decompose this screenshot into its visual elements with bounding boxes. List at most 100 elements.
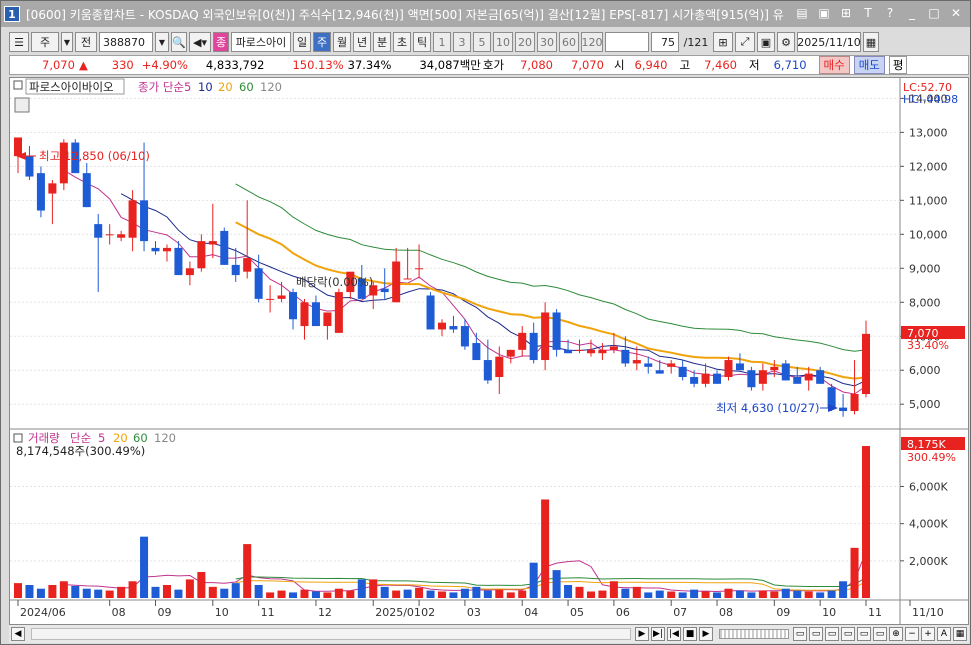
- count-total: /121: [683, 35, 709, 49]
- vol-label: 거래량: [28, 431, 60, 445]
- volume-bar: [140, 536, 149, 598]
- volume-bar: [713, 592, 722, 598]
- code-input[interactable]: 388870: [99, 32, 153, 52]
- view-icon-4[interactable]: ▭: [841, 627, 855, 641]
- view-icon-1[interactable]: ▭: [793, 627, 807, 641]
- buy-button[interactable]: 매수: [818, 56, 850, 74]
- hoga-label: 호가: [482, 58, 505, 72]
- period-day[interactable]: 일: [293, 32, 311, 52]
- panel-handle-icon[interactable]: [13, 80, 23, 90]
- interval-60[interactable]: 60: [559, 32, 579, 52]
- play-end-icon[interactable]: ▶|: [651, 627, 665, 641]
- zoom-slider[interactable]: [719, 629, 789, 639]
- table-icon[interactable]: [14, 97, 30, 113]
- vol-panel-handle-icon[interactable]: [13, 433, 23, 443]
- list-icon[interactable]: ☰: [9, 32, 29, 52]
- interval-5[interactable]: 5: [473, 32, 491, 52]
- chevron-down-icon[interactable]: ▼: [61, 32, 73, 52]
- interval-120[interactable]: 120: [581, 32, 603, 52]
- volume-bar: [598, 590, 607, 598]
- layout-icon[interactable]: ▤: [796, 6, 808, 20]
- candle-body: [644, 363, 653, 367]
- candle-body: [105, 234, 114, 236]
- volume-bar: [460, 588, 469, 598]
- stock-name-field[interactable]: 파로스아이: [231, 32, 291, 52]
- volume-bar: [770, 591, 779, 598]
- dividend-annotation: 배당락(0.00%): [296, 275, 373, 289]
- text-tool-icon[interactable]: A: [937, 627, 951, 641]
- high-annotation: 최고 12,850 (06/10): [39, 149, 150, 163]
- plus-icon[interactable]: +: [921, 627, 935, 641]
- mode-select[interactable]: 주: [31, 32, 59, 52]
- first-icon[interactable]: |◀: [667, 627, 681, 641]
- candle-body: [667, 363, 676, 367]
- period-tick[interactable]: 틱: [413, 32, 431, 52]
- search-icon[interactable]: 🔍: [171, 32, 187, 52]
- date-tick-label: 2024/06: [20, 606, 66, 619]
- volume-bar: [185, 579, 194, 598]
- period-minute[interactable]: 분: [373, 32, 391, 52]
- tools-icon[interactable]: ⊞: [713, 32, 733, 52]
- zoom-in-icon[interactable]: ⊕: [889, 627, 903, 641]
- zoom-out-icon[interactable]: −: [905, 627, 919, 641]
- candle-body: [781, 363, 790, 381]
- volume-bar: [48, 584, 57, 598]
- vol-tick-label: 2,000K: [909, 555, 948, 568]
- calendar-icon[interactable]: ▦: [863, 32, 879, 52]
- interval-1[interactable]: 1: [433, 32, 451, 52]
- scroll-left-icon[interactable]: ◀: [11, 627, 25, 641]
- volume-bar: [575, 586, 584, 598]
- scroll-right-icon[interactable]: ▶: [635, 627, 649, 641]
- interval-10[interactable]: 10: [493, 32, 513, 52]
- date-input[interactable]: 2025/11/10: [797, 32, 861, 52]
- interval-20[interactable]: 20: [515, 32, 535, 52]
- chart-settings-icon[interactable]: ▦: [953, 627, 967, 641]
- sell-button[interactable]: 매도: [853, 56, 885, 74]
- period-year[interactable]: 년: [353, 32, 371, 52]
- interval-30[interactable]: 30: [537, 32, 557, 52]
- avg-button[interactable]: 평: [888, 56, 908, 74]
- font-icon[interactable]: T: [864, 6, 872, 20]
- save-icon[interactable]: ▣: [757, 32, 775, 52]
- count-input[interactable]: 75: [651, 32, 679, 52]
- help-icon[interactable]: ?: [886, 6, 894, 20]
- volume-bar: [71, 585, 80, 598]
- candle-body: [380, 288, 389, 293]
- close-button[interactable]: ✕: [950, 6, 962, 20]
- chart-svg[interactable]: 14,000 13,000 12,000 11,000 10,000 9,000 8,000…: [10, 78, 968, 624]
- candle-body: [839, 407, 848, 412]
- stop-icon[interactable]: ■: [683, 627, 697, 641]
- view-icon-3[interactable]: ▭: [825, 627, 839, 641]
- period-second[interactable]: 초: [393, 32, 411, 52]
- volume-bar: [231, 583, 240, 598]
- custom-interval-input[interactable]: [605, 32, 649, 52]
- volume-bar: [621, 588, 630, 598]
- view-icon-6[interactable]: ▭: [873, 627, 887, 641]
- sound-icon[interactable]: ◀▾: [189, 32, 211, 52]
- ma-period-60: 60: [239, 80, 254, 94]
- gear-icon[interactable]: ⚙: [777, 32, 795, 52]
- link-icon[interactable]: ▣: [818, 6, 830, 20]
- volume-ratio: 150.13%: [292, 58, 344, 72]
- ma-period-20: 20: [218, 80, 233, 94]
- prev-button[interactable]: 전: [75, 32, 97, 52]
- view-icon-2[interactable]: ▭: [809, 627, 823, 641]
- arrow-left-icon: [16, 152, 26, 160]
- scrollbar-track[interactable]: [31, 628, 631, 640]
- view-icon-5[interactable]: ▭: [857, 627, 871, 641]
- period-week[interactable]: 주: [313, 32, 331, 52]
- chart-area[interactable]: 14,000 13,000 12,000 11,000 10,000 9,000 8,000…: [9, 77, 969, 625]
- crosshair-icon[interactable]: ⤢: [735, 32, 755, 52]
- code-dropdown-icon[interactable]: ▼: [155, 32, 169, 52]
- minimize-button[interactable]: _: [909, 6, 915, 20]
- candle-body: [632, 360, 641, 364]
- period-month[interactable]: 월: [333, 32, 351, 52]
- maximize-button[interactable]: □: [928, 6, 940, 20]
- candle-body: [59, 142, 68, 184]
- interval-3[interactable]: 3: [453, 32, 471, 52]
- titlebar[interactable]: 1 [0600] 키움종합차트 - KOSDAQ 외국인보유[0(천)] 주식수…: [1, 1, 970, 27]
- grid-icon[interactable]: ⊞: [840, 6, 852, 20]
- next-icon[interactable]: ▶: [699, 627, 713, 641]
- date-tick-label: 11: [261, 606, 275, 619]
- candle-body: [403, 278, 412, 280]
